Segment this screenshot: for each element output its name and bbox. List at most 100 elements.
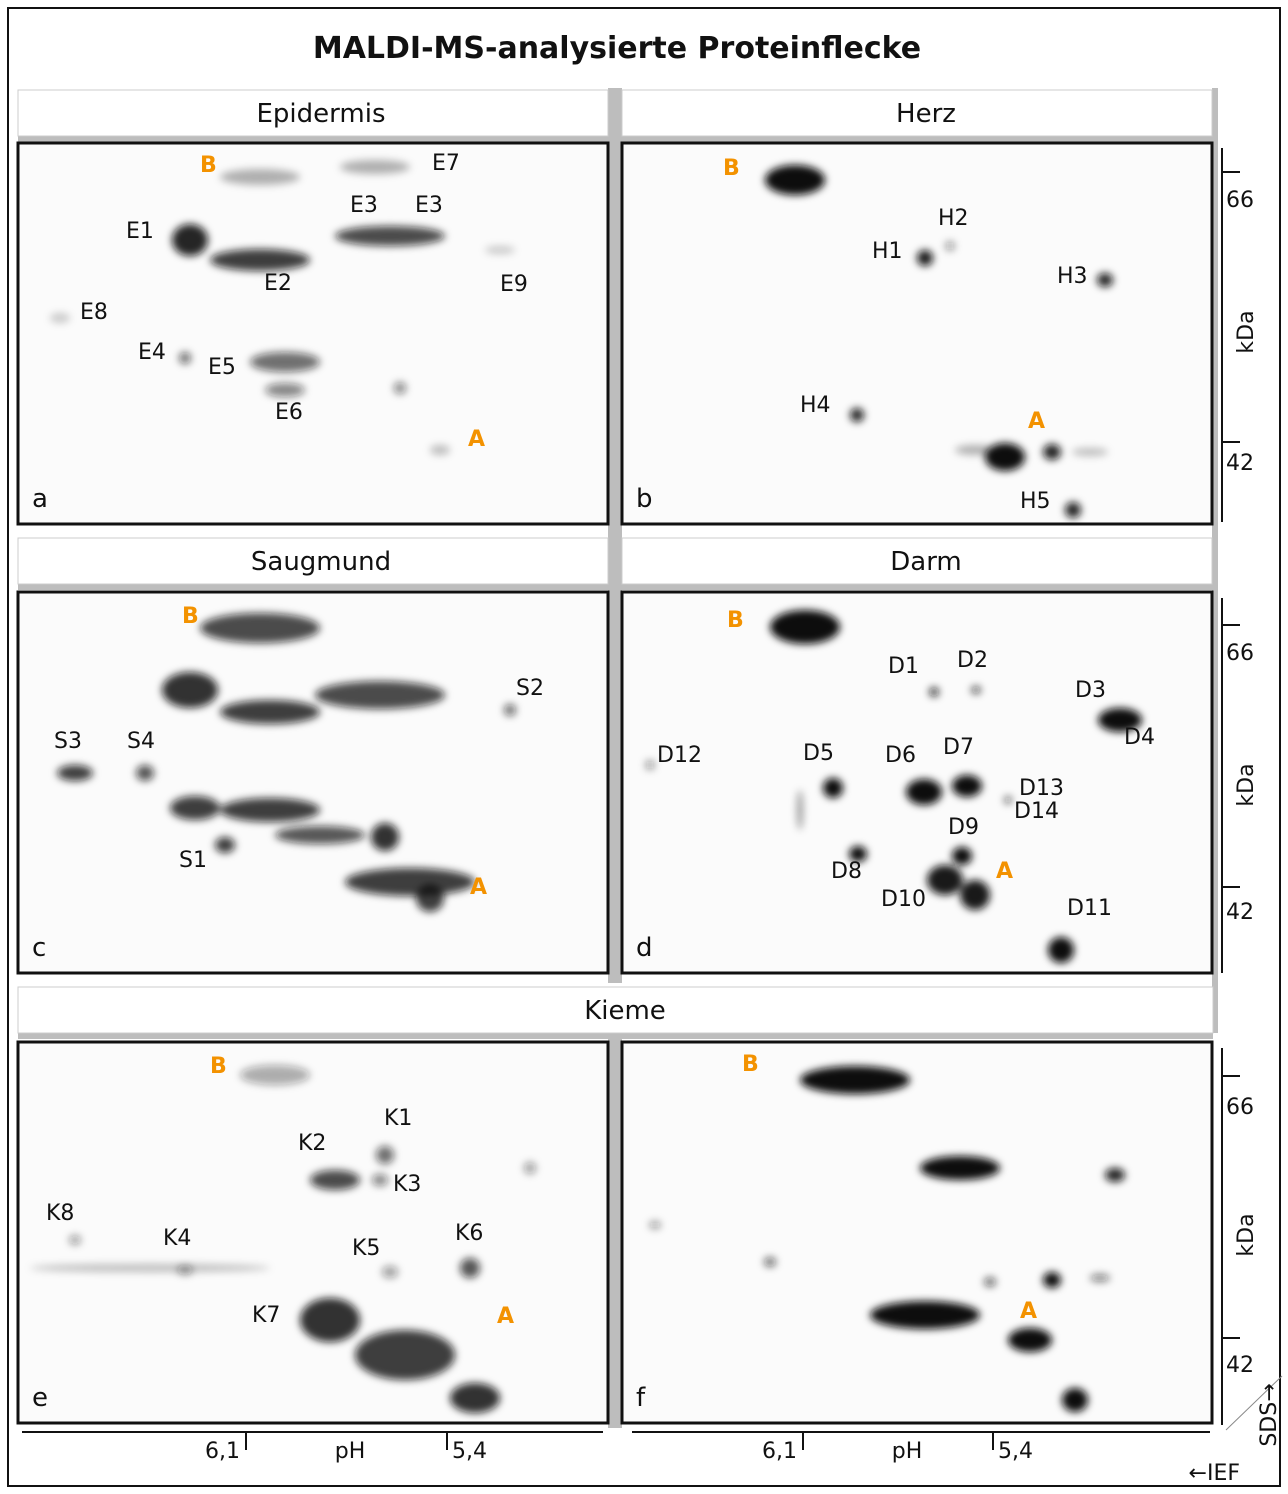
protein-spot — [220, 700, 320, 724]
protein-spot — [275, 826, 365, 844]
gel-background — [622, 1042, 1212, 1423]
protein-spot — [927, 865, 963, 895]
protein-spot — [57, 765, 93, 781]
protein-spot — [172, 224, 208, 256]
spot-label: A — [1028, 409, 1045, 434]
spot-label: K5 — [352, 1236, 380, 1261]
section-header: Kieme — [584, 996, 666, 1026]
spot-label: A — [996, 859, 1013, 884]
panel-letter: b — [636, 484, 653, 514]
protein-spot — [1090, 1274, 1110, 1282]
mass-tick-label: 42 — [1226, 1353, 1254, 1378]
protein-spot — [870, 1301, 980, 1329]
protein-spot — [1004, 796, 1012, 804]
protein-spot — [394, 382, 406, 394]
protein-spot — [906, 779, 942, 805]
spot-label: S2 — [516, 676, 544, 701]
gel-background — [18, 143, 608, 524]
protein-spot — [971, 686, 981, 694]
mass-tick-label: 66 — [1226, 188, 1254, 213]
ph-tick-label: 5,4 — [998, 1439, 1033, 1464]
protein-spot — [179, 352, 191, 364]
protein-spot — [917, 250, 933, 266]
spot-label: D1 — [888, 654, 919, 679]
spot-label: E1 — [126, 219, 154, 244]
panel-letter: d — [636, 933, 653, 963]
spot-label: H1 — [872, 239, 903, 264]
protein-spot — [69, 1235, 81, 1245]
ief-label: ←IEF — [1189, 1461, 1240, 1486]
protein-spot — [1062, 1388, 1088, 1412]
section-header: Darm — [890, 547, 962, 577]
protein-spot — [1072, 448, 1108, 456]
spot-label: E2 — [264, 271, 292, 296]
panel-letter: e — [32, 1383, 48, 1413]
spot-label: D6 — [885, 743, 916, 768]
figure: MALDI-MS-analysierte Proteinflecke Epide… — [0, 0, 1288, 1490]
protein-spot — [850, 408, 864, 422]
protein-spot — [984, 1277, 996, 1287]
protein-spot — [215, 837, 235, 853]
spot-label: K3 — [393, 1172, 421, 1197]
protein-spot — [952, 775, 982, 797]
protein-spot — [955, 445, 995, 455]
protein-spot — [800, 1066, 910, 1094]
spot-label: D4 — [1124, 725, 1155, 750]
gel-panel — [622, 143, 1212, 524]
protein-spot — [1043, 444, 1061, 460]
protein-spot — [920, 1156, 1000, 1180]
divider — [608, 88, 622, 983]
panel-letter: c — [32, 933, 46, 963]
ph-tick-label: 6,1 — [762, 1439, 797, 1464]
protein-spot — [345, 868, 475, 896]
spot-label: S3 — [54, 729, 82, 754]
protein-spot — [210, 249, 310, 271]
spot-label: E8 — [80, 300, 108, 325]
divider — [608, 1033, 622, 1428]
spot-label: D7 — [943, 735, 974, 760]
protein-spot — [764, 1257, 776, 1267]
spot-label: K8 — [46, 1201, 74, 1226]
spot-label: K1 — [384, 1106, 412, 1131]
gel-panel — [622, 592, 1212, 973]
protein-spot — [823, 778, 843, 798]
spot-label: D10 — [881, 887, 926, 912]
ph-label: pH — [335, 1439, 366, 1464]
protein-spot — [220, 169, 300, 185]
panel-letter: f — [636, 1383, 646, 1413]
panel-letter: a — [32, 484, 48, 514]
protein-spot — [240, 1065, 310, 1085]
spot-label: D14 — [1014, 799, 1059, 824]
spot-label: B — [200, 153, 217, 178]
protein-spot — [1065, 502, 1081, 518]
spot-label: A — [470, 875, 487, 900]
protein-spot — [929, 687, 939, 697]
protein-spot — [1048, 937, 1074, 963]
gel-panel — [18, 143, 608, 524]
mass-tick-label: 42 — [1226, 900, 1254, 925]
spot-label: H4 — [800, 393, 831, 418]
protein-spot — [460, 1258, 480, 1278]
spot-label: E7 — [432, 151, 460, 176]
section-header: Epidermis — [257, 99, 386, 129]
spot-label: D13 — [1019, 776, 1064, 801]
spot-label: D3 — [1075, 678, 1106, 703]
divider — [18, 136, 1213, 142]
protein-spot — [170, 796, 220, 820]
protein-spot — [250, 352, 320, 372]
section-header: Saugmund — [251, 547, 391, 577]
protein-spot — [1043, 1272, 1061, 1288]
protein-spot — [371, 823, 399, 851]
spot-label: A — [497, 1304, 514, 1329]
spot-label: E3 — [415, 193, 443, 218]
protein-spot — [797, 790, 803, 830]
spot-label: H5 — [1020, 489, 1051, 514]
mass-tick-label: 42 — [1226, 451, 1254, 476]
protein-spot — [524, 1162, 536, 1174]
ph-tick-label: 6,1 — [205, 1439, 240, 1464]
protein-spot — [504, 704, 516, 716]
spot-label: S1 — [179, 848, 207, 873]
gel-panel — [18, 592, 608, 973]
spot-label: D5 — [803, 741, 834, 766]
protein-spot — [355, 1330, 455, 1380]
